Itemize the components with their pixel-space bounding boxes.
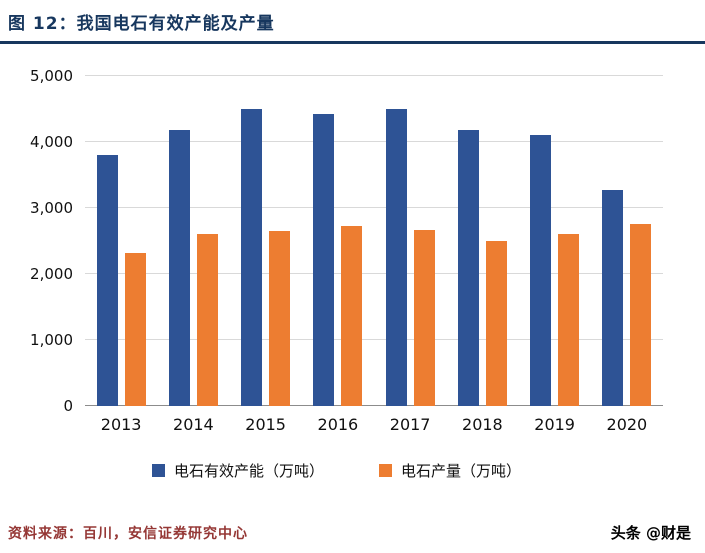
y-tick-label: 4,000 bbox=[30, 133, 73, 151]
y-tick-label: 0 bbox=[63, 397, 73, 415]
y-tick-label: 3,000 bbox=[30, 199, 73, 217]
x-axis-line bbox=[85, 405, 663, 406]
y-tick-label: 1,000 bbox=[30, 331, 73, 349]
source-text: 资料来源：百川，安信证券研究中心 bbox=[8, 525, 248, 542]
legend-label-output: 电石产量（万吨） bbox=[401, 462, 522, 480]
capacity-bar-2020 bbox=[602, 190, 624, 406]
y-tick-label: 5,000 bbox=[30, 67, 73, 85]
figure-title: 图 12：我国电石有效产能及产量 bbox=[8, 14, 275, 34]
bar-group-2013 bbox=[96, 76, 146, 406]
output-bar-2014 bbox=[196, 234, 218, 406]
capacity-bar-2014 bbox=[168, 130, 190, 406]
output-bar-2015 bbox=[269, 231, 291, 406]
output-bar-2019 bbox=[558, 234, 580, 406]
output-bar-2017 bbox=[413, 229, 435, 406]
bar-chart: 0 1,000 2,000 3,000 4,000 5,000 2013 2014 2015 2… bbox=[0, 44, 705, 512]
gridline bbox=[85, 273, 663, 274]
output-bar-2013 bbox=[124, 252, 146, 406]
watermark-text: 头条 @财是 bbox=[610, 524, 691, 542]
chart-body: 0 1,000 2,000 3,000 4,000 5,000 bbox=[10, 67, 663, 415]
capacity-bar-2015 bbox=[241, 109, 263, 406]
y-axis: 0 1,000 2,000 3,000 4,000 5,000 bbox=[10, 67, 85, 415]
gridline bbox=[85, 339, 663, 340]
gridline bbox=[85, 141, 663, 142]
bar-group-2020 bbox=[602, 76, 652, 406]
x-tick-label-2014: 2014 bbox=[173, 415, 214, 434]
legend-item-capacity: 电石有效产能（万吨） bbox=[151, 460, 324, 481]
x-tick-label-2020: 2020 bbox=[606, 415, 648, 434]
bar-group-2017 bbox=[385, 76, 435, 406]
output-bar-2016 bbox=[341, 226, 363, 406]
figure-header: 图 12：我国电石有效产能及产量 bbox=[0, 6, 705, 44]
output-legend-swatch-icon bbox=[379, 464, 392, 477]
gridline bbox=[85, 207, 663, 208]
output-bar-2018 bbox=[485, 241, 507, 406]
figure-footer: 资料来源：百川，安信证券研究中心 头条 @财是 bbox=[0, 512, 705, 553]
gridline bbox=[85, 75, 663, 76]
x-tick-label-2013: 2013 bbox=[100, 415, 142, 434]
bars-layer bbox=[85, 76, 663, 406]
x-tick-label-2019: 2019 bbox=[534, 415, 575, 434]
legend-item-output: 电石产量（万吨） bbox=[379, 460, 521, 481]
x-tick-label-2015: 2015 bbox=[245, 415, 286, 434]
capacity-bar-2018 bbox=[457, 130, 479, 406]
capacity-bar-2016 bbox=[313, 113, 335, 406]
chart-legend: 电石有效产能（万吨） 电石产量（万吨） bbox=[10, 460, 663, 481]
capacity-bar-2019 bbox=[530, 135, 552, 406]
bar-group-2018 bbox=[457, 76, 507, 406]
x-axis: 2013 2014 2015 2016 2017 2018 2019 2020 bbox=[85, 406, 663, 434]
bar-group-2016 bbox=[313, 76, 363, 406]
x-tick-label-2018: 2018 bbox=[462, 415, 503, 434]
bar-group-2015 bbox=[241, 76, 291, 406]
y-tick-label: 2,000 bbox=[30, 265, 73, 283]
capacity-bar-2017 bbox=[385, 109, 407, 406]
bar-group-2014 bbox=[168, 76, 218, 406]
x-tick-label-2016: 2016 bbox=[317, 415, 359, 434]
capacity-bar-2013 bbox=[96, 155, 118, 406]
capacity-legend-swatch-icon bbox=[151, 464, 165, 477]
legend-label-capacity: 电石有效产能（万吨） bbox=[173, 462, 324, 480]
x-tick-label-2017: 2017 bbox=[389, 415, 431, 434]
bar-group-2019 bbox=[530, 76, 580, 406]
plot-area bbox=[85, 75, 663, 406]
output-bar-2020 bbox=[630, 223, 652, 406]
